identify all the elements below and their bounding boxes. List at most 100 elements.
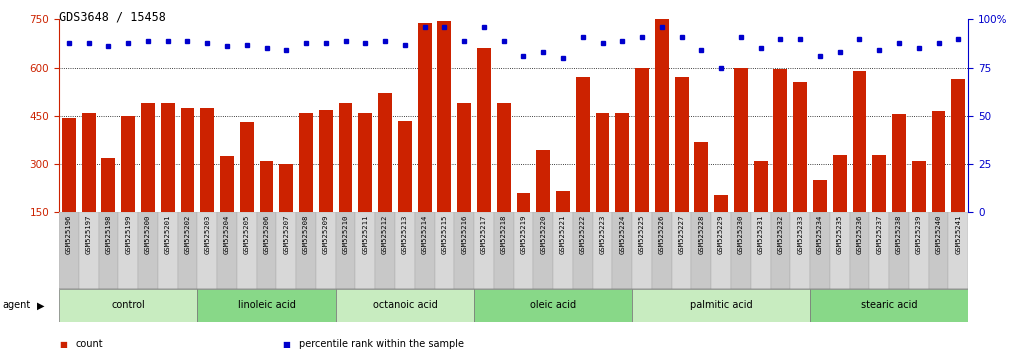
Text: GSM525197: GSM525197 xyxy=(85,215,92,254)
Text: GSM525236: GSM525236 xyxy=(856,215,862,254)
Bar xyxy=(118,212,138,289)
Bar xyxy=(692,212,711,289)
Bar xyxy=(434,212,455,289)
Text: GSM525238: GSM525238 xyxy=(896,215,902,254)
Text: GSM525228: GSM525228 xyxy=(699,215,705,254)
Text: GSM525222: GSM525222 xyxy=(580,215,586,254)
Bar xyxy=(296,212,316,289)
Bar xyxy=(830,212,849,289)
Bar xyxy=(593,212,612,289)
Text: GSM525218: GSM525218 xyxy=(500,215,506,254)
Bar xyxy=(99,212,118,289)
Text: GSM525225: GSM525225 xyxy=(639,215,645,254)
Text: GSM525237: GSM525237 xyxy=(877,215,882,254)
Text: GSM525233: GSM525233 xyxy=(797,215,803,254)
Bar xyxy=(259,161,274,261)
Bar xyxy=(277,212,296,289)
Bar xyxy=(892,114,906,261)
Text: GSM525221: GSM525221 xyxy=(560,215,566,254)
Bar xyxy=(517,193,531,261)
Bar xyxy=(813,180,827,261)
Bar xyxy=(652,212,671,289)
Text: GSM525229: GSM525229 xyxy=(718,215,724,254)
Bar xyxy=(734,68,747,261)
Bar xyxy=(615,113,630,261)
Bar xyxy=(612,212,633,289)
Text: GSM525239: GSM525239 xyxy=(915,215,921,254)
Bar xyxy=(336,289,474,322)
Bar xyxy=(437,21,452,261)
Bar xyxy=(178,212,197,289)
Bar xyxy=(395,212,415,289)
Bar xyxy=(633,289,811,322)
Bar xyxy=(852,71,866,261)
Text: linoleic acid: linoleic acid xyxy=(238,300,296,310)
Bar xyxy=(873,154,886,261)
Bar xyxy=(217,212,237,289)
Bar xyxy=(141,103,155,261)
Bar xyxy=(889,212,909,289)
Bar xyxy=(811,212,830,289)
Bar xyxy=(553,212,573,289)
Bar xyxy=(671,212,692,289)
Text: GSM525202: GSM525202 xyxy=(184,215,190,254)
Text: GSM525226: GSM525226 xyxy=(659,215,665,254)
Bar xyxy=(533,212,553,289)
Bar xyxy=(771,212,790,289)
Text: GSM525207: GSM525207 xyxy=(284,215,289,254)
Bar xyxy=(138,212,158,289)
Bar xyxy=(102,158,115,261)
Bar xyxy=(375,212,395,289)
Bar xyxy=(833,154,846,261)
Bar xyxy=(751,212,771,289)
Bar xyxy=(319,109,333,261)
Text: ■: ■ xyxy=(59,339,67,349)
Bar xyxy=(158,212,178,289)
Bar xyxy=(536,150,550,261)
Bar xyxy=(316,212,336,289)
Bar xyxy=(849,212,870,289)
Bar xyxy=(197,289,336,322)
Bar xyxy=(811,289,968,322)
Bar xyxy=(339,103,353,261)
Bar xyxy=(556,192,570,261)
Text: GSM525219: GSM525219 xyxy=(521,215,527,254)
Text: GDS3648 / 15458: GDS3648 / 15458 xyxy=(59,11,166,24)
Bar xyxy=(237,212,256,289)
Bar xyxy=(356,212,375,289)
Text: GSM525231: GSM525231 xyxy=(758,215,764,254)
Bar xyxy=(474,289,633,322)
Text: palmitic acid: palmitic acid xyxy=(690,300,753,310)
Bar xyxy=(731,212,751,289)
Bar xyxy=(62,118,76,261)
Text: GSM525213: GSM525213 xyxy=(402,215,408,254)
Bar xyxy=(358,113,372,261)
Bar xyxy=(455,212,474,289)
Text: GSM525206: GSM525206 xyxy=(263,215,270,254)
Text: count: count xyxy=(75,339,103,349)
Bar xyxy=(711,212,731,289)
Bar xyxy=(870,212,889,289)
Bar xyxy=(280,164,293,261)
Bar xyxy=(78,212,99,289)
Text: ▶: ▶ xyxy=(37,300,44,310)
Text: GSM525227: GSM525227 xyxy=(678,215,684,254)
Text: agent: agent xyxy=(2,300,31,310)
Text: GSM525198: GSM525198 xyxy=(106,215,112,254)
Bar xyxy=(59,212,78,289)
Text: GSM525240: GSM525240 xyxy=(936,215,942,254)
Text: stearic acid: stearic acid xyxy=(860,300,917,310)
Bar xyxy=(695,142,708,261)
Bar xyxy=(514,212,533,289)
Bar xyxy=(573,212,593,289)
Text: GSM525210: GSM525210 xyxy=(343,215,349,254)
Text: GSM525208: GSM525208 xyxy=(303,215,309,254)
Bar xyxy=(636,68,649,261)
Text: percentile rank within the sample: percentile rank within the sample xyxy=(299,339,464,349)
Text: GSM525199: GSM525199 xyxy=(125,215,131,254)
Bar xyxy=(220,156,234,261)
Bar xyxy=(415,212,434,289)
Text: control: control xyxy=(111,300,145,310)
Bar xyxy=(909,212,929,289)
Bar xyxy=(929,212,949,289)
